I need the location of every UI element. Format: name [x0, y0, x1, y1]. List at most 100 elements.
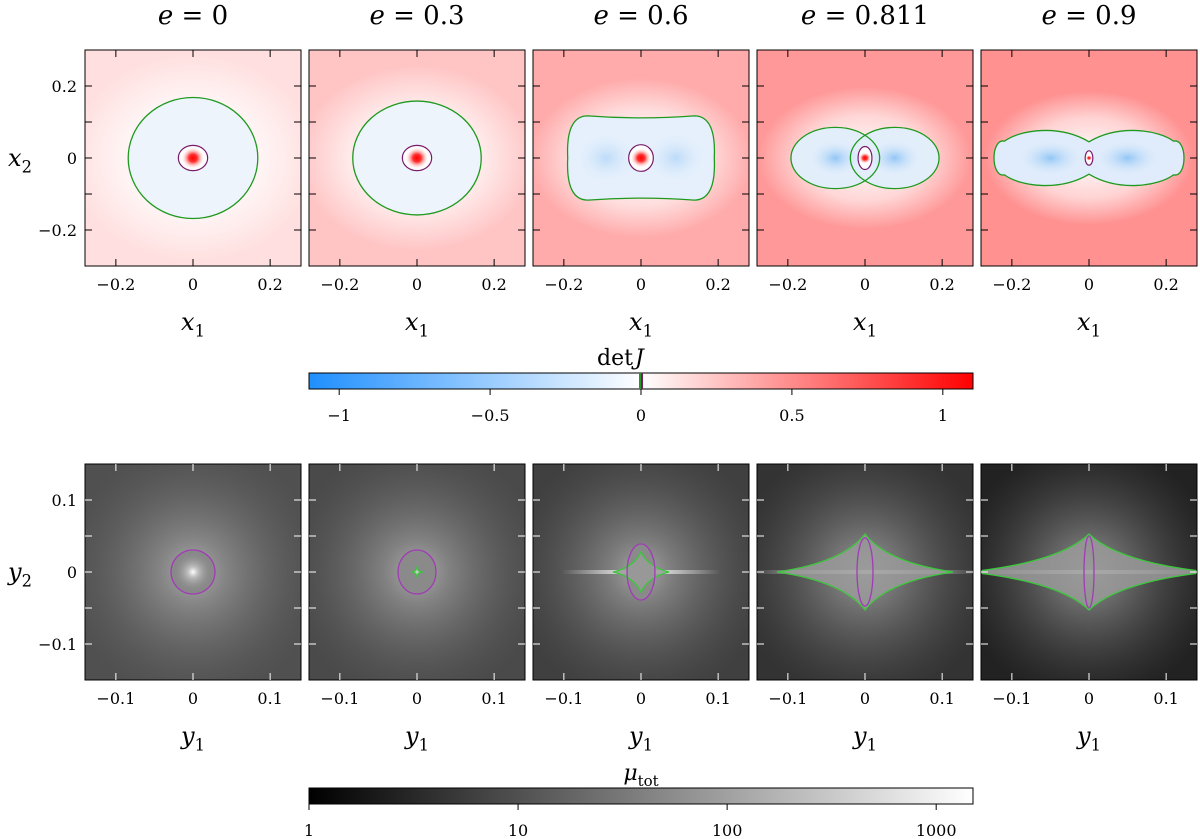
x-tick-label: −0.2 [768, 275, 807, 294]
x-axis-label: x1 [629, 308, 653, 341]
bottom-panel: −0.1 0 0.1 y1 [980, 463, 1198, 755]
astroid-caustic [410, 565, 424, 579]
mu-colorbar: μtot 1 10 100 1000 [304, 761, 974, 839]
inner-caustic [856, 537, 874, 607]
outer-critical-curve-right [849, 126, 940, 190]
negative-lobe-right [644, 132, 707, 184]
x-tick-label: 0.2 [257, 275, 282, 294]
mu-colorbar-gradient [308, 787, 974, 805]
top-panel: −0.2 0 0.2 x1 e = 0.811 [756, 1, 974, 341]
y-tick-label: 0.1 [52, 491, 77, 510]
top-panel: −0.2 0 0.2 −0.2 0 0.2 x2 x1 e = 0 [8, 1, 318, 341]
x-tick-label: 0 [188, 689, 198, 708]
x-tick-label: 0 [860, 275, 870, 294]
bottom-panel: −0.1 0 0.1 y1 [532, 463, 750, 755]
x-tick-label: 0 [188, 275, 198, 294]
x-axis-label: x1 [1077, 308, 1101, 341]
x-tick-label: −0.2 [320, 275, 359, 294]
x-tick-label: 0.2 [1153, 275, 1178, 294]
panel-title: e = 0.811 [801, 1, 929, 31]
x-tick-label: 0 [1084, 275, 1094, 294]
x-tick-label: 0 [1084, 689, 1094, 708]
outer-critical-curve [566, 115, 716, 201]
caustic-interior-fill [777, 534, 953, 610]
x-tick-label: −0.1 [96, 689, 135, 708]
top-panel: −0.2 0 0.2 x1 e = 0.3 [299, 1, 535, 341]
x-tick-label: −0.2 [992, 275, 1031, 294]
x-axis-label: x1 [405, 308, 429, 341]
x-tick-label: 0 [412, 275, 422, 294]
detJ-colorbar: det J −1 −0.5 0 0.5 1 [308, 346, 974, 425]
caustic-interior-glow [171, 550, 215, 594]
inner-critical-curve [401, 144, 433, 172]
colorbar-tick-label: 100 [712, 821, 743, 839]
x-axis-label: x1 [181, 308, 205, 341]
central-red-core [181, 146, 205, 170]
inner-critical-curve [177, 144, 209, 172]
astroid-caustic [981, 533, 1197, 611]
x-axis-label: y1 [628, 722, 653, 755]
outer-critical-curve [352, 100, 482, 216]
x-tick-label: 0 [636, 275, 646, 294]
y-tick-label: 0 [67, 563, 77, 582]
x-tick-label: 0.2 [705, 275, 730, 294]
top-panel: −0.2 0 0.2 x1 e = 0.9 [980, 1, 1198, 341]
colorbar-tick-label: −1 [327, 406, 351, 425]
negative-lobe-left [808, 139, 862, 177]
bottom-row-panels: −0.1 0 0.1 −0.1 0 0.1 y2 y1 −0.1 0 0.1 y1 −0.1 0 0.1 y1… [7, 463, 1198, 755]
x-tick-label: −0.2 [544, 275, 583, 294]
colorbar-tick-label: 0.5 [779, 406, 804, 425]
x-tick-label: 0.1 [705, 689, 730, 708]
panel-title: e = 0.6 [593, 1, 688, 31]
colorbar-label: μtot [623, 761, 658, 790]
y-tick-label: 0.2 [52, 77, 77, 96]
y-tick-label: −0.1 [38, 635, 77, 654]
x-tick-label: 0.2 [929, 275, 954, 294]
y-tick-label: 0 [67, 149, 77, 168]
negative-lobe-right [868, 139, 922, 177]
y-axis-label: y2 [7, 558, 32, 591]
panel-title: e = 0.9 [1041, 1, 1136, 31]
colorbar-tick-label: −0.5 [471, 406, 510, 425]
central-red-core [1085, 154, 1093, 162]
bottom-panel: −0.1 0 0.1 y1 [308, 463, 526, 755]
astroid-caustic [776, 532, 954, 612]
x-tick-label: 0 [636, 689, 646, 708]
inner-caustic [397, 549, 437, 595]
x-tick-label: −0.1 [992, 689, 1031, 708]
inner-caustic [626, 543, 656, 601]
colorbar-tick-label: 1000 [916, 821, 957, 839]
top-row-panels: −0.2 0 0.2 −0.2 0 0.2 x2 x1 e = 0 −0.2 0 0.2 x1 e = 0… [8, 1, 1198, 341]
inner-critical-curve [1084, 150, 1094, 166]
top-panel: −0.2 0 0.2 x1 e = 0.6 [530, 1, 752, 341]
negative-lobe-right [1094, 140, 1161, 176]
x-tick-label: 0.1 [481, 689, 506, 708]
colorbar-label-prefix: det [597, 346, 633, 371]
negative-lobe-left [1017, 140, 1084, 176]
colorbar-tick-label: 10 [508, 821, 528, 839]
bottom-panel: −0.1 0 0.1 −0.1 0 0.1 y2 y1 [7, 463, 302, 755]
outer-critical-curve-left [790, 126, 881, 190]
outer-critical-curve [127, 96, 259, 220]
inner-caustic [170, 549, 216, 595]
panel-title: e = 0.3 [369, 1, 464, 31]
inner-critical-curve [857, 145, 873, 171]
outer-critical-curve [993, 129, 1185, 187]
x-tick-label: 0.1 [929, 689, 954, 708]
x-axis-label: y1 [180, 722, 205, 755]
negative-lobe-left [575, 132, 638, 184]
central-red-core [405, 146, 429, 170]
x-tick-label: 0.2 [481, 275, 506, 294]
panel-title: e = 0 [158, 1, 228, 31]
x-tick-label: −0.1 [544, 689, 583, 708]
central-red-core [858, 151, 872, 165]
y-tick-label: −0.2 [38, 221, 77, 240]
caustic-interior-fill [613, 552, 669, 592]
x-tick-label: 0.1 [257, 689, 282, 708]
inner-critical-curve [628, 144, 654, 172]
x-tick-label: 0 [860, 689, 870, 708]
x-tick-label: −0.2 [96, 275, 135, 294]
bottom-panel: −0.1 0 0.1 y1 [756, 463, 974, 755]
colorbar-tick-label: 1 [304, 821, 314, 839]
central-red-core [630, 147, 652, 169]
